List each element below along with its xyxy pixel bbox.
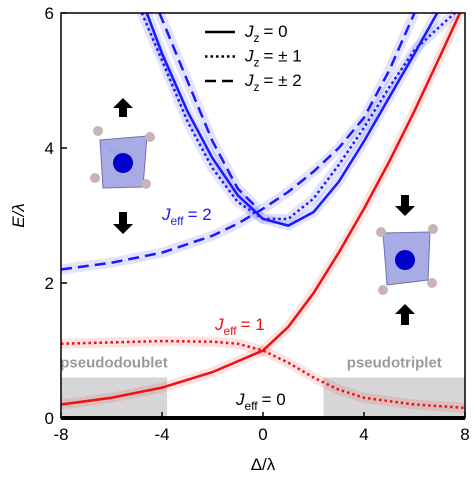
legend-label: Jz = 0 xyxy=(244,22,288,45)
arrow xyxy=(113,98,133,117)
ligand xyxy=(145,132,155,142)
icon-compressed xyxy=(90,98,155,234)
subscript: z xyxy=(254,31,260,45)
symbol: J xyxy=(214,315,224,334)
x-tick-label: 4 xyxy=(359,425,368,444)
icon-elongated xyxy=(376,195,438,325)
y-tick-label: 4 xyxy=(45,139,54,158)
x-tick-label: -8 xyxy=(53,425,68,444)
subscript: eff xyxy=(245,399,259,413)
legend-label: Jz = ± 1 xyxy=(244,47,302,70)
ligand xyxy=(378,285,388,295)
ion xyxy=(113,153,133,173)
arrow xyxy=(395,304,415,325)
legend: Jz = 0 Jz = ± 1 Jz = ± 2 xyxy=(205,22,302,94)
line-glow xyxy=(60,336,466,413)
text: = 1 xyxy=(241,315,265,334)
symbol: J xyxy=(244,71,254,90)
text: = 2 xyxy=(188,205,212,224)
line xyxy=(60,12,416,271)
x-tick-label: 0 xyxy=(258,425,267,444)
region-label: pseudotriplet xyxy=(347,355,442,372)
symbol: J xyxy=(235,390,245,409)
subscript: eff xyxy=(171,214,185,228)
line xyxy=(158,12,259,210)
ligand xyxy=(428,224,438,234)
annotation: Jeff = 1 xyxy=(214,315,265,338)
text: = 0 xyxy=(264,22,288,41)
symbol: J xyxy=(244,22,254,41)
arrow xyxy=(113,212,133,234)
y-tick-label: 2 xyxy=(45,274,54,293)
y-axis-label: E/λ xyxy=(9,203,28,227)
subscript: eff xyxy=(224,324,238,338)
subscript: z xyxy=(254,56,260,70)
axes: -8 -4 0 4 8 0 2 4 6 Δ/λ E/λ xyxy=(9,4,470,474)
ligand xyxy=(427,278,437,288)
symbol: J xyxy=(244,47,254,66)
annotation: Jeff = 0 xyxy=(235,390,286,413)
x-tick-label: 8 xyxy=(460,425,469,444)
ligand xyxy=(90,173,100,183)
line xyxy=(60,12,462,406)
region-label: pseudodoublet xyxy=(60,355,168,372)
y-tick-label: 0 xyxy=(45,409,54,428)
text: = 0 xyxy=(262,390,286,409)
legend-label: Jz = ± 2 xyxy=(244,71,302,94)
text: = ± 1 xyxy=(264,47,302,66)
annotation: Jeff = 2 xyxy=(161,205,212,228)
ligand xyxy=(376,227,386,237)
ligand xyxy=(93,126,103,136)
ligand xyxy=(141,179,151,189)
line xyxy=(140,12,456,221)
ion xyxy=(395,250,415,270)
regions: pseudodoublet pseudotriplet xyxy=(60,355,465,418)
region xyxy=(323,377,465,418)
text: = ± 2 xyxy=(264,71,302,90)
subscript: z xyxy=(254,80,260,94)
arrow xyxy=(395,195,415,216)
x-axis-label: Δ/λ xyxy=(251,455,276,474)
y-tick-label: 6 xyxy=(45,4,54,23)
symbol: J xyxy=(161,205,171,224)
x-tick-label: -4 xyxy=(154,425,169,444)
line xyxy=(145,12,439,227)
line-glow xyxy=(154,11,262,213)
